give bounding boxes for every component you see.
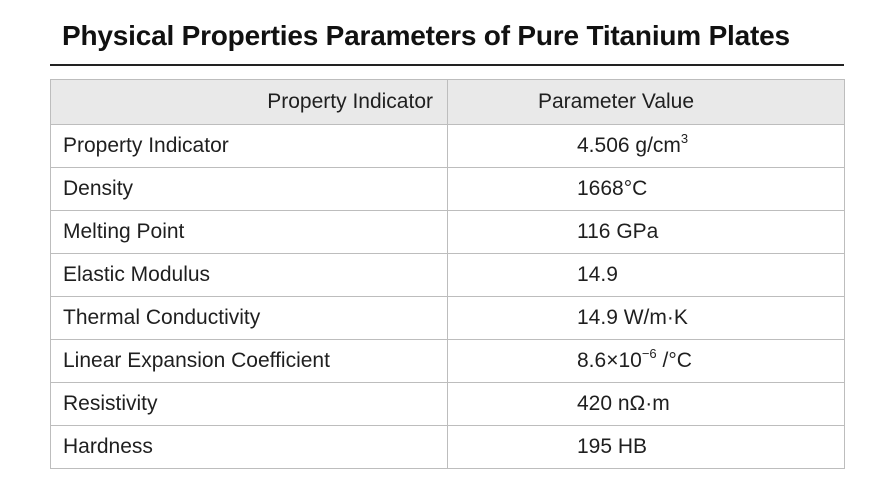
value-cell: 4.506 g/cm3 bbox=[447, 124, 845, 168]
table-row: Thermal Conductivity 14.9 W/m·K bbox=[50, 296, 845, 340]
property-cell: Property Indicator bbox=[50, 124, 448, 168]
value-cell: 14.9 W/m·K bbox=[447, 296, 845, 340]
value-cell: 8.6×10−6 /°C bbox=[447, 339, 845, 383]
header-parameter-value: Parameter Value bbox=[447, 79, 845, 125]
value-text: 4.506 g/cm bbox=[577, 134, 681, 157]
table-row: Melting Point 116 GPa bbox=[50, 210, 845, 254]
header-property-indicator: Property Indicator bbox=[50, 79, 448, 125]
value-suffix: /°C bbox=[656, 349, 692, 372]
value-text: 1668°C bbox=[577, 177, 648, 200]
property-cell: Density bbox=[50, 167, 448, 211]
property-cell: Thermal Conductivity bbox=[50, 296, 448, 340]
page-title: Physical Properties Parameters of Pure T… bbox=[62, 20, 790, 51]
property-cell: Hardness bbox=[50, 425, 448, 469]
table-row: Linear Expansion Coefficient 8.6×10−6 /°… bbox=[50, 339, 845, 383]
table-row: Hardness 195 HB bbox=[50, 425, 845, 469]
table-header-row: Property Indicator Parameter Value bbox=[50, 79, 845, 125]
value-text: 116 GPa bbox=[577, 220, 659, 243]
value-cell: 14.9 bbox=[447, 253, 845, 297]
value-cell: 420 nΩ·m bbox=[447, 382, 845, 426]
value-cell: 1668°C bbox=[447, 167, 845, 211]
value-cell: 195 HB bbox=[447, 425, 845, 469]
value-text: 420 nΩ·m bbox=[577, 392, 670, 415]
value-cell: 116 GPa bbox=[447, 210, 845, 254]
table-row: Elastic Modulus 14.9 bbox=[50, 253, 845, 297]
property-cell: Resistivity bbox=[50, 382, 448, 426]
value-superscript: 3 bbox=[680, 131, 689, 146]
property-cell: Linear Expansion Coefficient bbox=[50, 339, 448, 383]
value-text: 8.6×10 bbox=[577, 349, 642, 372]
table-row: Density 1668°C bbox=[50, 167, 845, 211]
property-cell: Elastic Modulus bbox=[50, 253, 448, 297]
properties-table: Property Indicator Parameter Value Prope… bbox=[50, 79, 845, 469]
value-text: 195 HB bbox=[577, 435, 648, 458]
table-row: Property Indicator 4.506 g/cm3 bbox=[50, 124, 845, 168]
title-underline bbox=[50, 64, 844, 66]
value-text: 14.9 bbox=[577, 263, 618, 286]
property-cell: Melting Point bbox=[50, 210, 448, 254]
table-row: Resistivity 420 nΩ·m bbox=[50, 382, 845, 426]
value-text: 14.9 W/m·K bbox=[577, 306, 688, 329]
value-superscript: −6 bbox=[641, 346, 657, 361]
